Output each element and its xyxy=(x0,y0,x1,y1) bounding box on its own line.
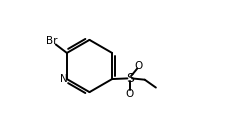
Text: N: N xyxy=(60,74,68,84)
Text: O: O xyxy=(125,89,133,99)
Text: S: S xyxy=(125,72,133,85)
Text: O: O xyxy=(134,61,142,71)
Text: Br: Br xyxy=(45,36,57,46)
